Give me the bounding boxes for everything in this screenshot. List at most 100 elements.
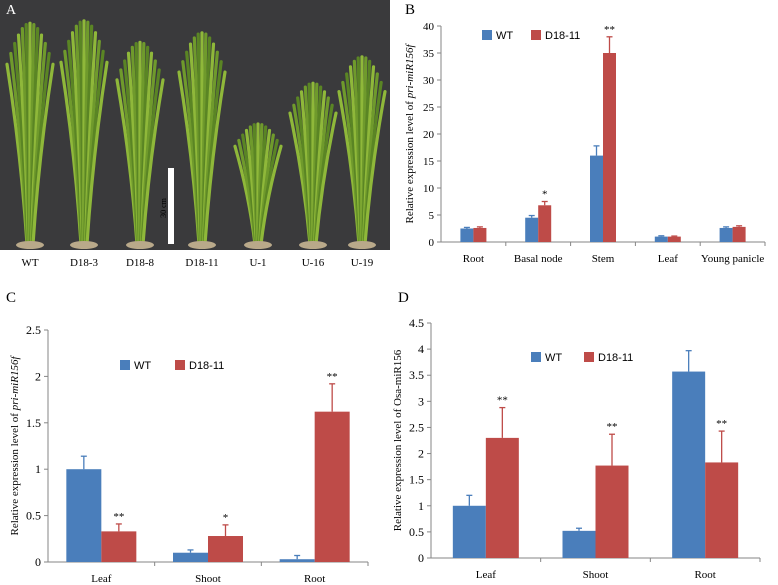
c-bar-wt [279,559,315,562]
c-x-tick-label: Leaf [91,573,111,585]
c-legend-label: WT [134,360,151,372]
b-y-tick-label: 10 [423,183,435,195]
c-bar-d18 [208,536,243,562]
c-significance-label: ** [327,371,338,383]
d-x-tick-label: Leaf [476,569,496,581]
plant-leaf [141,78,165,246]
d-bar-wt [452,505,486,558]
b-bar-wt [590,155,603,242]
d-y-tick-label: 0 [418,551,424,565]
plant-root-ball [244,241,272,249]
scale-bar [168,168,174,244]
b-y-tick-label: 5 [429,210,435,222]
c-bar-wt [173,552,208,562]
plants-layer [5,19,387,249]
panel-letter-a: A [6,3,17,18]
b-x-tick-label: Young panicle [701,253,764,265]
c-y-tick-label: 0.5 [26,509,41,523]
b-y-tick-label: 30 [423,75,435,87]
b-bar-d18 [667,236,681,242]
c-legend-swatch [175,360,185,370]
b-bar-d18 [732,226,746,242]
plant-root-ball [16,241,44,249]
plant-root-ball [299,241,327,249]
plant-d18-11 [177,31,227,249]
d-y-tick-label: 4.5 [409,316,424,330]
b-legend-swatch [482,30,492,40]
d-significance-label: ** [607,421,618,433]
d-y-tick-label: 1.5 [409,473,424,487]
c-x-tick-label: Root [304,573,325,585]
d-legend-label: D18-11 [598,352,633,364]
c-bar-d18 [314,411,350,562]
d-significance-label: ** [497,395,508,407]
d-bar-wt [672,371,706,558]
b-legend-swatch [531,30,541,40]
b-x-tick-label: Leaf [658,253,678,265]
c-legend-label: D18-11 [189,360,224,372]
d-significance-label: ** [716,418,727,430]
b-bar-d18 [538,205,552,242]
plant-leaf [259,144,283,246]
d-y-tick-label: 1 [418,499,424,513]
d-y-axis-label: Relative expression level of Osa-miR156 [392,349,404,531]
d-y-tick-label: 2 [418,447,424,461]
c-y-tick-label: 1 [35,462,41,476]
plant-leaf [314,111,338,246]
d-bar-d18 [705,462,739,558]
b-x-tick-label: Stem [592,253,615,265]
b-legend-label: WT [496,30,513,42]
panel-letter-c: C [6,290,17,306]
d-y-tick-label: 3.5 [409,368,424,382]
c-bar-wt [66,469,102,562]
b-bar-d18 [473,227,487,242]
plant-root-ball [348,241,376,249]
plant-d18-3 [59,19,109,249]
d-bar-wt [562,530,596,558]
c-y-tick-label: 2 [35,369,41,383]
plant-leaf [363,89,387,246]
c-x-tick-label: Shoot [195,573,221,585]
d-y-tick-label: 3 [418,394,424,408]
c-y-tick-label: 0 [35,555,41,569]
d-legend-label: WT [545,352,562,364]
b-bar-wt [654,236,668,242]
b-y-tick-label: 25 [423,102,435,114]
plant-root-ball [126,241,154,249]
plant-leaf [85,60,109,246]
b-bar-wt [460,228,474,242]
d-y-tick-label: 2.5 [409,420,424,434]
d-y-tick-label: 0.5 [409,525,424,539]
b-x-tick-label: Root [463,253,484,265]
d-bar-d18 [485,437,519,558]
b-y-axis-label: Relative expression level of pri-miR156f [404,43,416,224]
b-y-tick-label: 0 [429,237,435,249]
b-legend-label: D18-11 [545,30,580,42]
b-y-tick-label: 35 [423,48,435,60]
d-bar-d18 [595,465,629,558]
plant-leaf [31,62,55,246]
plant-d18-8 [115,40,165,249]
panel-letter-d: D [398,290,409,306]
c-y-axis-label: Relative expression level of pri-miR156f [9,355,21,536]
c-significance-label: ** [113,511,124,523]
c-significance-label: * [223,512,229,524]
d-x-tick-label: Shoot [583,569,609,581]
d-x-tick-label: Root [694,569,715,581]
plant-photo: 30 cm A [0,0,390,250]
plant-wt [5,21,55,249]
b-bar-wt [525,217,539,242]
b-significance-label: * [542,189,548,201]
plant-u-16 [288,81,338,249]
plant-u-1 [233,122,283,249]
d-y-tick-label: 4 [418,342,424,356]
b-significance-label: ** [604,24,615,36]
d-legend-swatch [531,352,541,362]
plant-root-ball [70,241,98,249]
b-bar-d18 [603,53,616,242]
b-y-tick-label: 15 [423,156,435,168]
b-bar-wt [719,227,733,242]
